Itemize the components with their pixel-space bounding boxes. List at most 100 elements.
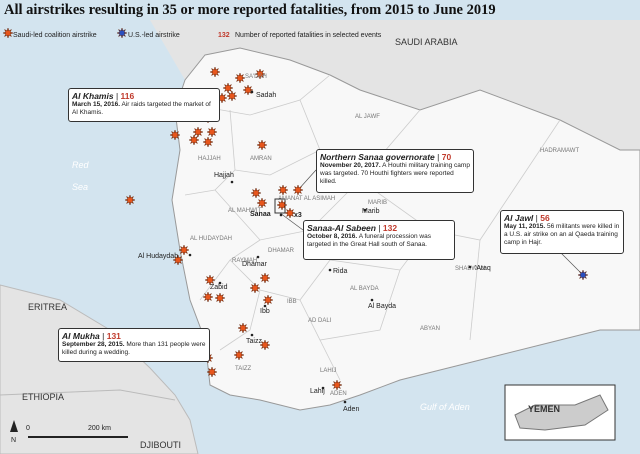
city-label: Sadah [256,92,276,99]
saudi-strike [192,126,204,138]
callout: Sanaa-Al Sabeen | 132 October 8, 2016. A … [303,220,455,260]
country-label: YEMEN [528,404,560,414]
callout-head: Sanaa-Al Sabeen | 132 [307,223,398,233]
country-label: SAUDI ARABIA [395,37,458,47]
saudi-strike [331,379,343,391]
callout-body: March 15, 2016. Air raids targeted the m… [72,101,216,117]
date: May 11, 2015. [504,223,546,230]
saudi-strike [202,136,214,148]
place: Al Jawl [504,213,534,223]
strikes [124,66,589,391]
region-label: RAYMAH [232,258,257,264]
city-label: Hajjah [214,172,234,179]
region-label: HADRAMAWT [540,148,579,154]
callout-head: Al Khamis | 116 [72,91,135,101]
description: A Houthi military training camp was targ… [320,162,470,185]
callout-body: November 20, 2017. A Houthi military tra… [320,162,470,186]
legend-saudi-icon [2,27,14,39]
water-label: Sea [72,182,88,192]
callout: Northern Sanaa governorate | 70 November … [316,149,474,193]
callout-body: October 8, 2016. A funeral procession wa… [307,233,451,249]
saudi-strike [202,291,214,303]
saudi-land [0,20,640,150]
saudi-strike [256,139,268,151]
region-label: LAHIJ [320,368,336,374]
saudi-strike [172,254,184,266]
saudi-strike [259,339,271,351]
region-label: AMRAN [250,156,272,162]
date: October 8, 2016. [307,233,358,240]
fatalities: 56 [540,213,550,223]
city-label: Taizz [246,338,262,345]
saudi-strike [276,199,288,211]
callout-body: September 28, 2015. More than 131 people… [62,341,206,357]
inset-yemen [514,394,609,431]
saudi-strike [206,366,218,378]
city-label: Dhamar [242,261,268,268]
city-label: Rida [333,268,348,275]
date: March 15, 2016. [72,101,121,108]
callout: Al Mukha | 131 September 28, 2015. More t… [58,328,210,362]
city-label: Al Bayda [368,303,396,310]
date: November 20, 2017. [320,162,381,169]
fatalities: 131 [106,331,121,341]
saudi-strike [277,184,289,196]
fatalities: 132 [382,223,398,233]
scale-label: 200 km [88,425,111,432]
legend-us-icon [116,27,128,39]
place: Sanaa-Al Sabeen [307,223,376,233]
callout-body: May 11, 2015. 56 militants were killed i… [504,223,620,247]
city-label: Ibb [260,308,270,315]
legend-us: U.S.-led airstrike [128,32,180,39]
country-label: DJIBOUTI [140,440,181,450]
saudi-strike [178,244,190,256]
place: Al Khamis [72,91,114,101]
saudi-strike [284,207,296,219]
saudi-strike [214,292,226,304]
scale-label: 0 [26,425,30,432]
region-label: AMANAT AL ASIMAH [278,196,335,202]
legend-number: 132 [218,32,230,39]
governorate-borders [184,74,561,381]
region-label: AL MAHWIT [228,208,261,214]
region-label: ADEN [330,391,347,397]
country-label: ETHIOPIA [22,392,64,402]
region-label: IBB [287,299,297,305]
city-label: Sanaa [250,211,271,218]
region-label: HAJJAH [198,156,221,162]
fatalities: 116 [120,91,135,101]
saudi-strike [237,322,249,334]
saudi-strike [188,134,200,146]
saudi-strike [292,184,304,196]
title: All airstrikes resulting in 35 or more r… [4,2,496,18]
description: A funeral procession was targeted in the… [307,233,431,248]
region-label: AL HUDAYDAH [190,236,232,242]
city-label: Lahij [310,388,325,395]
saudi-strike [169,129,181,141]
description: More than 131 people were killed during … [62,341,206,356]
region-label: SA'DAH [245,74,267,80]
country-label: ERITREA [28,302,67,312]
place: Al Mukha [62,331,100,341]
city-label: Zabid [210,284,228,291]
place: Northern Sanaa governorate [320,152,435,162]
water-label: Gulf of Aden [420,402,470,412]
city-label: Marib [362,208,380,215]
saudi-strike [256,197,268,209]
region-label: SHABWAH [455,266,485,272]
sanaa-frame [274,198,286,214]
description: 56 militants were killed in a U.S. air s… [504,223,620,246]
legend-icons [2,27,128,39]
city-label: Al Hudaydah [138,253,178,260]
africa-land [0,284,199,454]
callout-head: Al Mukha | 131 [62,331,121,341]
saudi-strike [249,282,261,294]
saudi-strike [233,349,245,361]
legend-saudi: Saudi-led coalition airstrike [13,32,97,39]
region-label: ABYAN [420,326,440,332]
legend-number-text: Number of reported fatalities in selecte… [235,32,382,39]
city-label: 'Ataq [475,265,491,272]
border [0,389,176,401]
saudi-strike [209,66,221,78]
